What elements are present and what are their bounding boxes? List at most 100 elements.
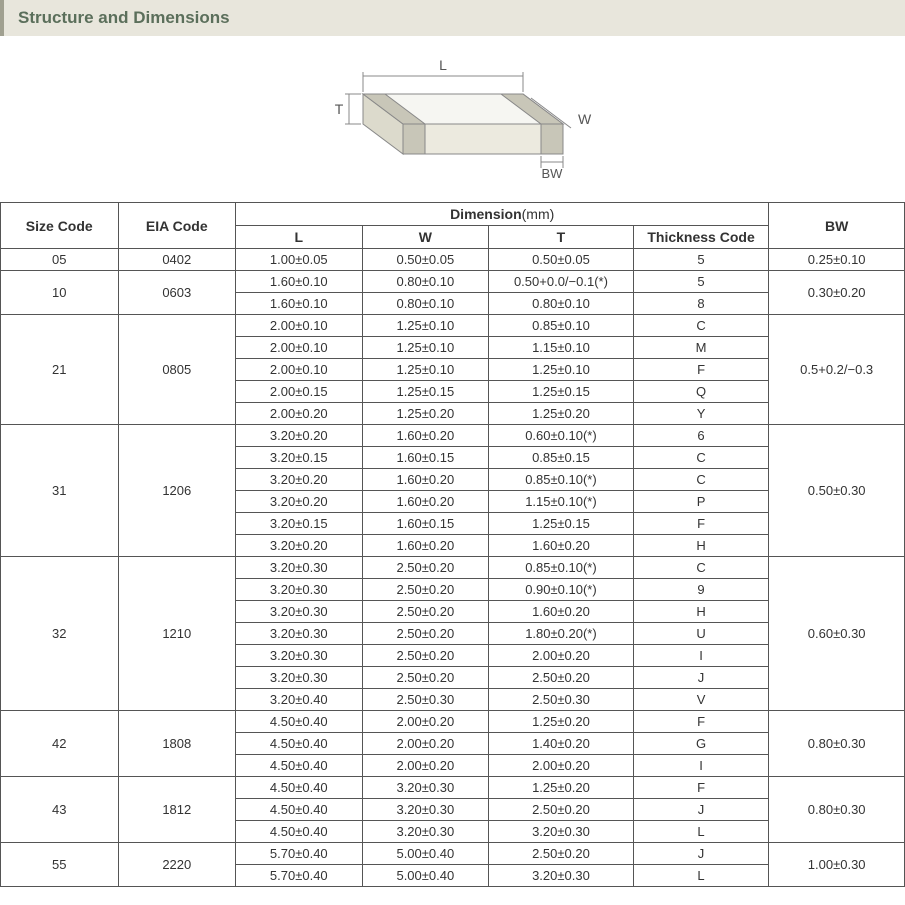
th-bw: BW <box>769 203 905 249</box>
cell-th: H <box>633 601 769 623</box>
cell-th: Y <box>633 403 769 425</box>
cell-W: 3.20±0.30 <box>362 777 489 799</box>
cell-th: C <box>633 557 769 579</box>
cell-th: J <box>633 843 769 865</box>
cell-W: 2.50±0.20 <box>362 645 489 667</box>
th-w: W <box>362 226 489 249</box>
cell-W: 0.50±0.05 <box>362 249 489 271</box>
cell-T: 0.50+0.0/−0.1(*) <box>489 271 634 293</box>
cell-W: 2.50±0.30 <box>362 689 489 711</box>
cell-L: 4.50±0.40 <box>236 777 363 799</box>
cell-T: 1.25±0.20 <box>489 711 634 733</box>
cell-size: 10 <box>1 271 119 315</box>
cell-th: F <box>633 359 769 381</box>
cell-size: 31 <box>1 425 119 557</box>
cell-T: 0.80±0.10 <box>489 293 634 315</box>
cell-T: 0.85±0.15 <box>489 447 634 469</box>
cell-size: 05 <box>1 249 119 271</box>
table-body: 0504021.00±0.050.50±0.050.50±0.0550.25±0… <box>1 249 905 887</box>
cell-T: 3.20±0.30 <box>489 821 634 843</box>
cell-L: 3.20±0.30 <box>236 579 363 601</box>
cell-W: 3.20±0.30 <box>362 799 489 821</box>
cell-T: 0.50±0.05 <box>489 249 634 271</box>
table-row: 5522205.70±0.405.00±0.402.50±0.20J1.00±0… <box>1 843 905 865</box>
cell-T: 1.25±0.15 <box>489 513 634 535</box>
table-row: 4218084.50±0.402.00±0.201.25±0.20F0.80±0… <box>1 711 905 733</box>
cell-eia: 2220 <box>118 843 236 887</box>
cell-L: 3.20±0.30 <box>236 667 363 689</box>
cell-T: 1.60±0.20 <box>489 601 634 623</box>
cell-th: F <box>633 513 769 535</box>
cell-th: P <box>633 491 769 513</box>
cell-W: 1.60±0.20 <box>362 469 489 491</box>
cell-L: 4.50±0.40 <box>236 799 363 821</box>
cell-L: 1.60±0.10 <box>236 271 363 293</box>
cell-W: 1.60±0.20 <box>362 491 489 513</box>
cell-W: 1.25±0.10 <box>362 315 489 337</box>
cell-th: H <box>633 535 769 557</box>
table-row: 4318124.50±0.403.20±0.301.25±0.20F0.80±0… <box>1 777 905 799</box>
cell-T: 0.60±0.10(*) <box>489 425 634 447</box>
cell-th: J <box>633 799 769 821</box>
cell-W: 2.00±0.20 <box>362 711 489 733</box>
table-header: Size Code EIA Code Dimension(mm) BW L W … <box>1 203 905 249</box>
th-t: T <box>489 226 634 249</box>
cell-T: 0.85±0.10(*) <box>489 557 634 579</box>
table-row: 1006031.60±0.100.80±0.100.50+0.0/−0.1(*)… <box>1 271 905 293</box>
cell-W: 2.50±0.20 <box>362 667 489 689</box>
cell-bw: 0.80±0.30 <box>769 711 905 777</box>
cell-th: G <box>633 733 769 755</box>
cell-W: 1.25±0.10 <box>362 337 489 359</box>
cell-L: 5.70±0.40 <box>236 865 363 887</box>
cell-L: 3.20±0.30 <box>236 601 363 623</box>
cell-T: 0.85±0.10(*) <box>489 469 634 491</box>
diag-label-W: W <box>578 111 592 127</box>
cell-th: M <box>633 337 769 359</box>
cell-T: 1.15±0.10 <box>489 337 634 359</box>
cell-th: F <box>633 777 769 799</box>
cell-th: I <box>633 755 769 777</box>
cell-eia: 1210 <box>118 557 236 711</box>
cell-W: 1.25±0.10 <box>362 359 489 381</box>
cell-L: 3.20±0.15 <box>236 447 363 469</box>
cell-L: 2.00±0.10 <box>236 315 363 337</box>
cell-L: 3.20±0.20 <box>236 425 363 447</box>
cell-W: 5.00±0.40 <box>362 865 489 887</box>
cell-bw: 1.00±0.30 <box>769 843 905 887</box>
cell-eia: 1812 <box>118 777 236 843</box>
cell-L: 3.20±0.30 <box>236 557 363 579</box>
cell-T: 1.25±0.20 <box>489 403 634 425</box>
th-l: L <box>236 226 363 249</box>
cell-L: 2.00±0.15 <box>236 381 363 403</box>
cell-T: 2.50±0.20 <box>489 843 634 865</box>
cell-W: 2.50±0.20 <box>362 601 489 623</box>
cell-T: 1.60±0.20 <box>489 535 634 557</box>
cell-L: 4.50±0.40 <box>236 711 363 733</box>
cell-th: 8 <box>633 293 769 315</box>
cell-T: 0.90±0.10(*) <box>489 579 634 601</box>
diag-label-BW: BW <box>541 166 563 181</box>
cell-th: J <box>633 667 769 689</box>
cell-size: 21 <box>1 315 119 425</box>
cell-L: 2.00±0.10 <box>236 359 363 381</box>
cell-bw: 0.30±0.20 <box>769 271 905 315</box>
cell-th: V <box>633 689 769 711</box>
cell-th: 9 <box>633 579 769 601</box>
cell-L: 3.20±0.20 <box>236 469 363 491</box>
cell-W: 1.60±0.20 <box>362 535 489 557</box>
cell-L: 2.00±0.10 <box>236 337 363 359</box>
cell-W: 1.60±0.20 <box>362 425 489 447</box>
cell-L: 3.20±0.15 <box>236 513 363 535</box>
cell-T: 2.50±0.20 <box>489 667 634 689</box>
diag-label-L: L <box>439 57 447 73</box>
cell-bw: 0.5+0.2/−0.3 <box>769 315 905 425</box>
cell-L: 3.20±0.40 <box>236 689 363 711</box>
cell-th: 5 <box>633 271 769 293</box>
table-row: 2108052.00±0.101.25±0.100.85±0.10C0.5+0.… <box>1 315 905 337</box>
cell-size: 43 <box>1 777 119 843</box>
cell-th: L <box>633 821 769 843</box>
cell-T: 1.25±0.10 <box>489 359 634 381</box>
cell-bw: 0.60±0.30 <box>769 557 905 711</box>
cell-eia: 1206 <box>118 425 236 557</box>
cell-th: 6 <box>633 425 769 447</box>
